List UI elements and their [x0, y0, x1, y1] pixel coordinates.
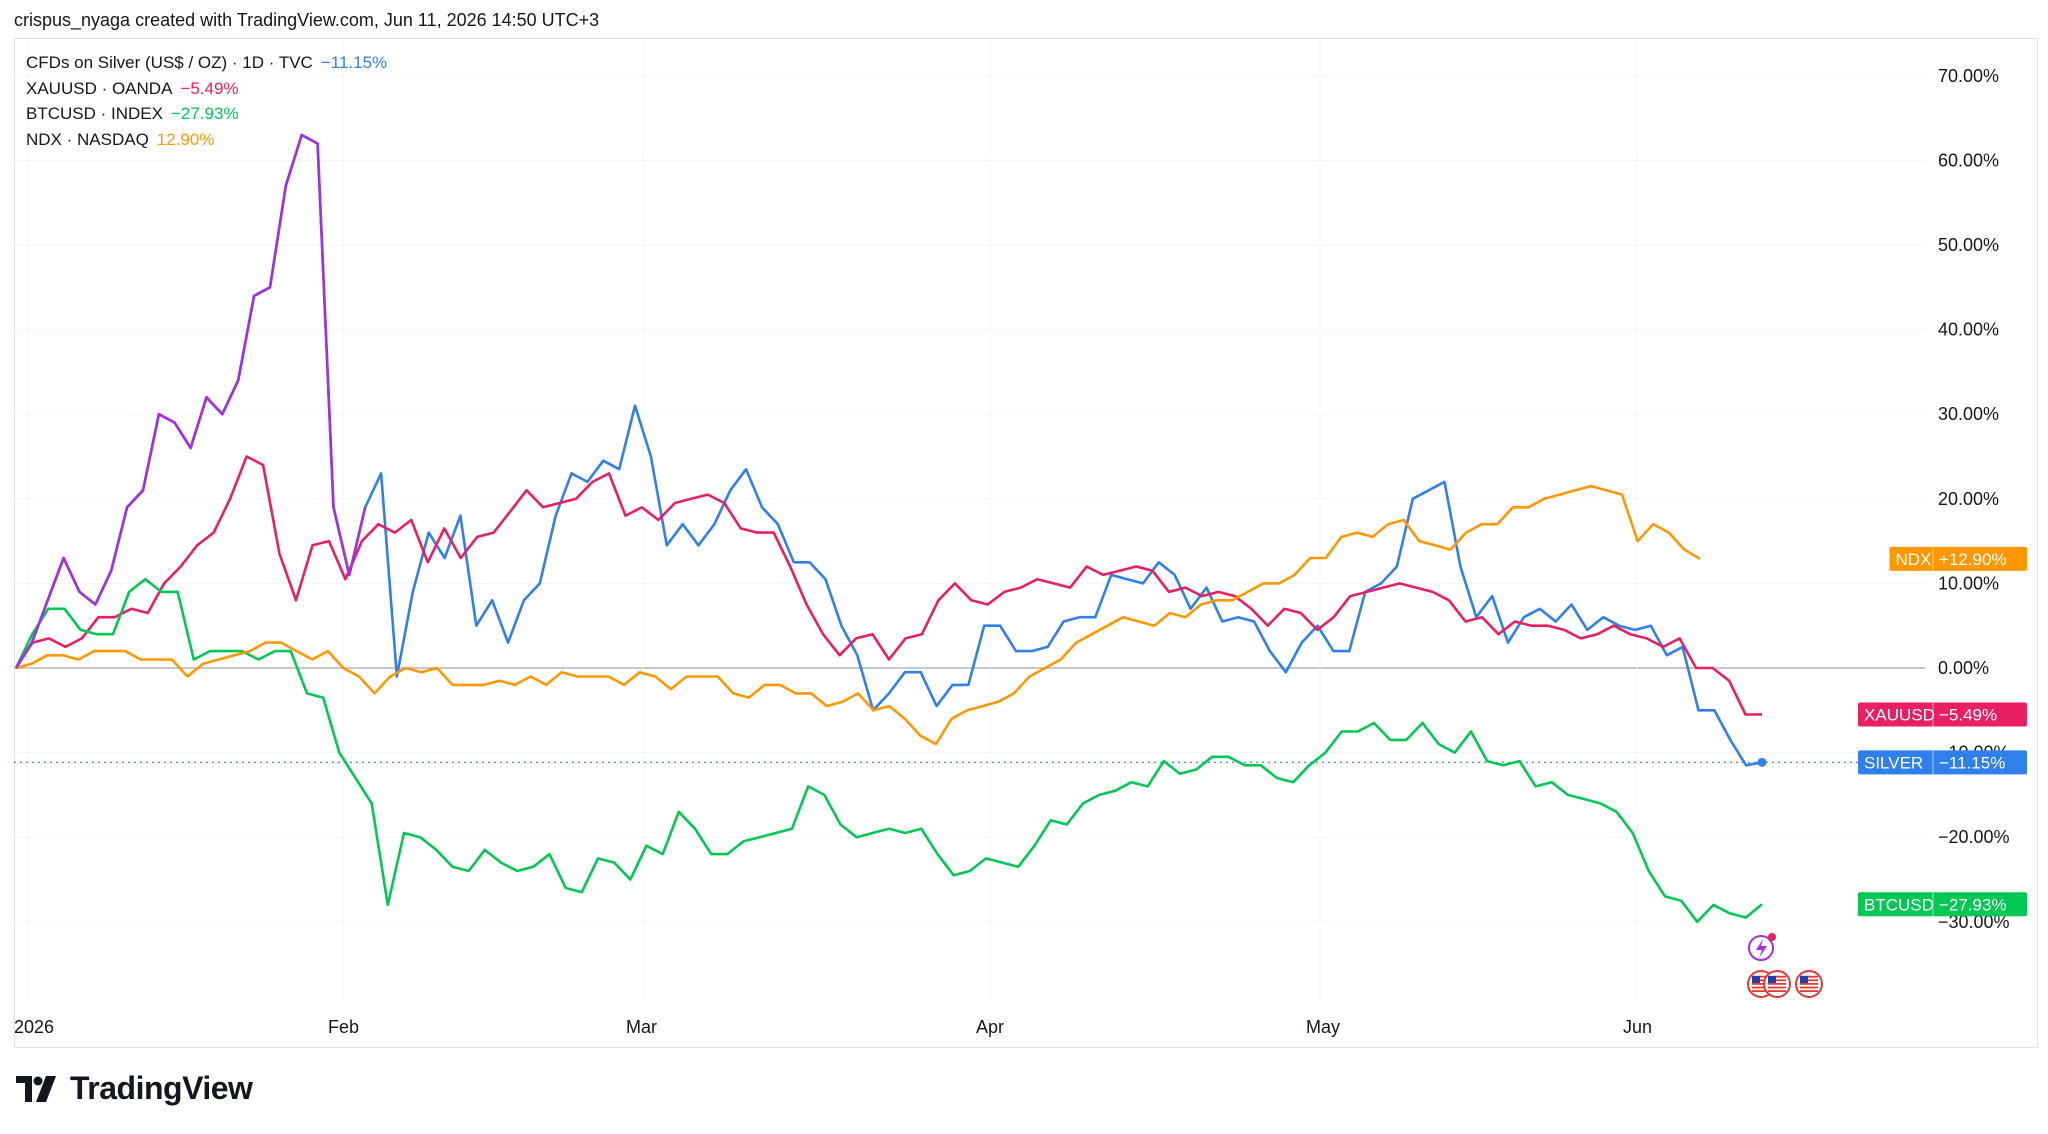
legend-series-value: −5.49%: [180, 78, 239, 98]
x-tick-label: 2026: [14, 1017, 54, 1037]
event-dot-icon: [1768, 933, 1776, 941]
flag-stripe: [1768, 979, 1786, 982]
flag-canton: [1768, 976, 1776, 983]
flag-stripe: [1800, 986, 1818, 989]
series-line-ndx[interactable]: [15, 484, 1701, 746]
legend-row-silver[interactable]: CFDs on Silver (US$ / OZ) · 1D · TVC −11.…: [26, 50, 387, 76]
legend-series-name: NDX · NASDAQ: [26, 129, 149, 149]
x-tick-label: Feb: [328, 1017, 359, 1037]
price-tag-label: XAUUSD: [1864, 705, 1935, 724]
flag-stripe: [1768, 983, 1786, 985]
legend-row-ndx[interactable]: NDX · NASDAQ 12.90%: [26, 127, 387, 153]
chart-legend: CFDs on Silver (US$ / OZ) · 1D · TVC −11.…: [26, 50, 387, 152]
y-tick-label: 40.00%: [1938, 320, 1999, 340]
series-line-btcusd[interactable]: [14, 577, 1763, 924]
flag-stripe: [1800, 979, 1818, 982]
price-tag-btcusd[interactable]: BTCUSD −27.93%: [1858, 892, 2027, 917]
flag-canton: [1752, 976, 1760, 983]
x-tick-label: Apr: [976, 1017, 1004, 1037]
price-tag-bg: [1858, 892, 2027, 917]
price-tag-label: BTCUSD: [1864, 895, 1934, 914]
price-tag-bg: [1858, 702, 2027, 727]
y-tick-label: −30.00%: [1938, 912, 2010, 932]
flag-stripe: [1768, 975, 1786, 978]
price-tag-value: +12.90%: [1939, 550, 2007, 569]
legend-series-name: CFDs on Silver (US$ / OZ) · 1D · TVC: [26, 53, 313, 72]
y-tick-label: 70.00%: [1938, 66, 1999, 86]
price-tag-value: −11.15%: [1939, 753, 2005, 772]
y-tick-label: 20.00%: [1938, 489, 1999, 509]
tradingview-wordmark: TradingView: [70, 1070, 253, 1106]
price-tag-ndx[interactable]: NDX +12.90%: [1889, 546, 2028, 571]
y-tick-label: −20.00%: [1938, 827, 2010, 847]
flag-stripe: [1752, 975, 1770, 978]
y-tick-label: 0.00%: [1938, 658, 1989, 678]
tradingview-logo-icon: [16, 1075, 56, 1102]
us-flag-icon[interactable]: [1795, 970, 1823, 998]
us-flag-icon[interactable]: [1763, 970, 1791, 998]
flag-stripe: [1800, 990, 1818, 992]
flag-stripe: [1752, 979, 1770, 982]
price-tag-label: NDX: [1896, 550, 1932, 569]
flag-stripe: [1752, 990, 1770, 992]
flag-stripe: [1768, 986, 1786, 989]
flag-canton: [1800, 976, 1808, 983]
legend-row-btcusd[interactable]: BTCUSD · INDEX −27.93%: [26, 101, 387, 127]
price-tag-xauusd[interactable]: XAUUSD −5.49%: [1858, 702, 2027, 727]
y-tick-label: 30.00%: [1938, 404, 1999, 424]
y-tick-label: 60.00%: [1938, 150, 1999, 170]
legend-row-xauusd[interactable]: XAUUSD · OANDA −5.49%: [26, 76, 387, 102]
flag-stripe: [1800, 983, 1818, 985]
legend-series-value: −27.93%: [170, 104, 239, 123]
tradingview-brand[interactable]: TradingView: [16, 1070, 253, 1107]
series-line-silver-early[interactable]: [14, 133, 367, 669]
price-tag-bg: [1858, 750, 2027, 775]
price-tag-bg: [1889, 546, 2027, 571]
x-tick-label: Jun: [1623, 1017, 1652, 1037]
flag-stripe: [1752, 986, 1770, 989]
chart-attribution: crispus_nyaga created with TradingView.c…: [14, 10, 600, 30]
event-markers[interactable]: [1747, 933, 1823, 998]
price-tag-silver[interactable]: SILVER −11.15%: [1858, 750, 2027, 775]
chart-frame[interactable]: [14, 38, 2038, 1048]
series-last-point: [1757, 757, 1767, 767]
y-tick-label: 50.00%: [1938, 235, 1999, 255]
price-tag-value: −5.49%: [1939, 705, 1997, 724]
flag-stripe: [1768, 990, 1786, 992]
price-tag-label: SILVER: [1864, 753, 1923, 772]
legend-series-name: XAUUSD · OANDA: [26, 78, 173, 98]
flag-stripe: [1800, 975, 1818, 978]
legend-series-value: 12.90%: [156, 129, 215, 149]
x-tick-label: Mar: [626, 1017, 657, 1037]
legend-series-name: BTCUSD · INDEX: [26, 104, 163, 123]
price-tag-value: −27.93%: [1939, 895, 2007, 914]
x-tick-label: May: [1306, 1017, 1340, 1037]
series-line-xauusd[interactable]: [14, 455, 1763, 716]
flag-stripe: [1752, 983, 1770, 985]
lightning-bolt-icon: [1756, 939, 1767, 958]
legend-series-value: −11.15%: [320, 53, 388, 72]
y-tick-label: 10.00%: [1938, 573, 1999, 593]
grid-lines: [14, 40, 1925, 1000]
